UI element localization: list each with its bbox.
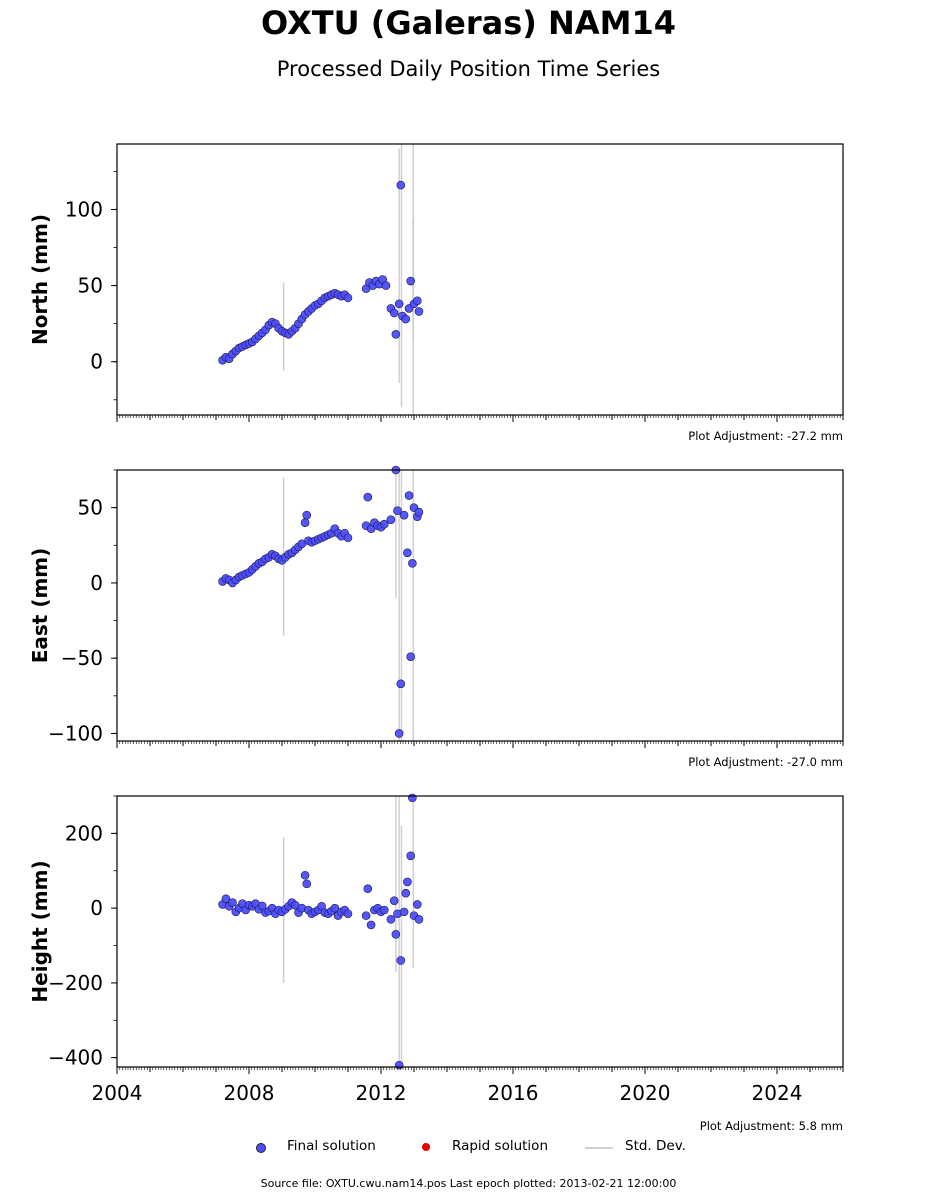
y-tick-label: 0 (90, 896, 103, 920)
data-point (300, 870, 310, 880)
y-tick-label: 0 (90, 571, 103, 595)
x-tick-label: 2008 (224, 1081, 275, 1105)
data-point (401, 888, 411, 898)
data-point (408, 559, 417, 568)
x-tick-label: 2012 (356, 1081, 407, 1105)
plot-frame (116, 143, 844, 416)
source-info: Source file: OXTU.cwu.nam14.pos Last epo… (260, 1177, 677, 1190)
y-tick-label: −400 (48, 1046, 103, 1070)
data-point (396, 956, 406, 965)
data-point (302, 510, 312, 520)
plot-adjustment: Plot Adjustment: -27.0 mm (688, 755, 843, 769)
data-point (401, 314, 411, 324)
data-point (399, 907, 409, 917)
y-tick-label: 50 (78, 496, 103, 520)
data-point (363, 492, 373, 502)
legend-stddev-label: Std. Dev. (625, 1138, 686, 1154)
data-point (414, 307, 424, 316)
data-point (406, 276, 416, 286)
y-axis-label: North (mm) (28, 214, 52, 345)
data-point (381, 281, 391, 290)
data-point (403, 548, 412, 558)
y-tick-label: −100 (48, 721, 103, 745)
data-point (406, 851, 416, 861)
data-point (414, 507, 424, 517)
y-tick-label: 100 (65, 197, 103, 221)
data-point (300, 518, 310, 527)
data-point (343, 293, 353, 303)
data-point (363, 884, 373, 894)
data-point (361, 911, 371, 920)
data-point (394, 1060, 404, 1070)
plot-adjustment: Plot Adjustment: -27.2 mm (688, 429, 843, 443)
data-point (396, 180, 406, 190)
data-point (399, 510, 409, 520)
data-point (406, 652, 416, 661)
y-tick-label: −50 (61, 646, 103, 670)
y-tick-label: 0 (90, 350, 103, 374)
data-point (396, 679, 406, 689)
data-point (302, 879, 312, 889)
data-point (412, 900, 422, 909)
legend-rapid-label: Rapid solution (452, 1138, 548, 1154)
data-point (386, 915, 396, 924)
data-point (379, 905, 389, 915)
chart-subtitle: Processed Daily Position Time Series (276, 57, 661, 81)
chart-title: OXTU (Galeras) NAM14 (261, 4, 676, 42)
final-solution-marker (256, 1143, 266, 1153)
data-point (408, 793, 417, 803)
data-point (414, 915, 424, 924)
std-dev-marker (585, 1147, 613, 1149)
data-point (391, 930, 401, 939)
x-tick-label: 2020 (620, 1081, 671, 1105)
data-point (366, 920, 376, 930)
y-axis-label: East (mm) (28, 548, 52, 664)
data-point (221, 894, 231, 904)
data-point (379, 519, 389, 529)
plot-frame (116, 469, 844, 742)
y-tick-label: −200 (48, 971, 103, 995)
plot-frame (116, 795, 844, 1068)
data-point (412, 296, 422, 306)
data-point (394, 729, 404, 738)
legend: Final solution Rapid solution Std. Dev. (0, 1138, 937, 1158)
data-point (228, 898, 237, 907)
data-point (389, 308, 399, 318)
data-point (389, 896, 399, 905)
data-point (394, 299, 404, 309)
x-tick-label: 2024 (752, 1081, 803, 1105)
data-point (330, 903, 340, 913)
y-tick-label: 50 (78, 274, 103, 298)
data-point (393, 506, 402, 515)
x-tick-label: 2004 (92, 1081, 143, 1105)
plot-adjustment: Plot Adjustment: 5.8 mm (700, 1119, 843, 1133)
data-point (403, 877, 412, 887)
data-point (391, 330, 401, 339)
legend-final-label: Final solution (287, 1138, 376, 1154)
y-axis-label: Height (mm) (28, 860, 52, 1002)
data-point (343, 909, 353, 919)
y-tick-label: 200 (65, 821, 103, 845)
rapid-solution-marker (422, 1143, 430, 1151)
data-point (404, 491, 414, 500)
data-point (386, 515, 396, 524)
x-tick-label: 2016 (488, 1081, 539, 1105)
data-point (343, 533, 353, 543)
